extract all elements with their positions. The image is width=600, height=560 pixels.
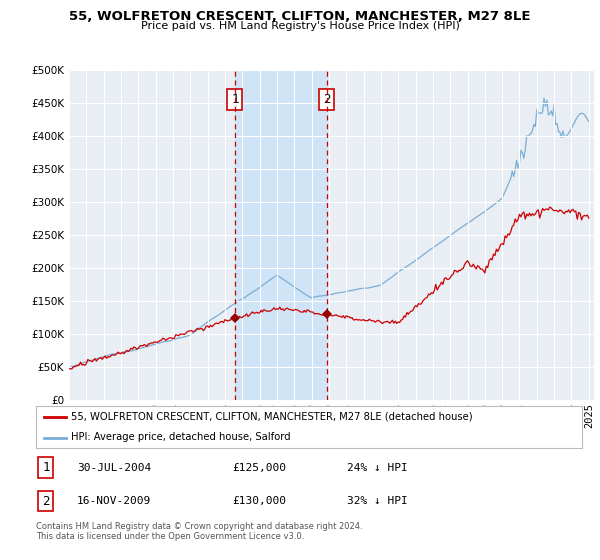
Text: 24% ↓ HPI: 24% ↓ HPI [347,463,408,473]
Text: Price paid vs. HM Land Registry's House Price Index (HPI): Price paid vs. HM Land Registry's House … [140,21,460,31]
Text: Contains HM Land Registry data © Crown copyright and database right 2024.
This d: Contains HM Land Registry data © Crown c… [36,522,362,542]
Text: 55, WOLFRETON CRESCENT, CLIFTON, MANCHESTER, M27 8LE (detached house): 55, WOLFRETON CRESCENT, CLIFTON, MANCHES… [71,412,473,422]
Text: £125,000: £125,000 [233,463,287,473]
Text: £130,000: £130,000 [233,496,287,506]
Text: 55, WOLFRETON CRESCENT, CLIFTON, MANCHESTER, M27 8LE: 55, WOLFRETON CRESCENT, CLIFTON, MANCHES… [69,10,531,23]
Text: 32% ↓ HPI: 32% ↓ HPI [347,496,408,506]
Bar [235,70,327,400]
Text: 30-JUL-2004: 30-JUL-2004 [77,463,151,473]
Text: HPI: Average price, detached house, Salford: HPI: Average price, detached house, Salf… [71,432,291,442]
Text: 2: 2 [323,93,331,106]
Text: 1: 1 [42,461,50,474]
Text: 16-NOV-2009: 16-NOV-2009 [77,496,151,506]
Text: 2: 2 [42,494,50,508]
Text: 1: 1 [231,93,239,106]
